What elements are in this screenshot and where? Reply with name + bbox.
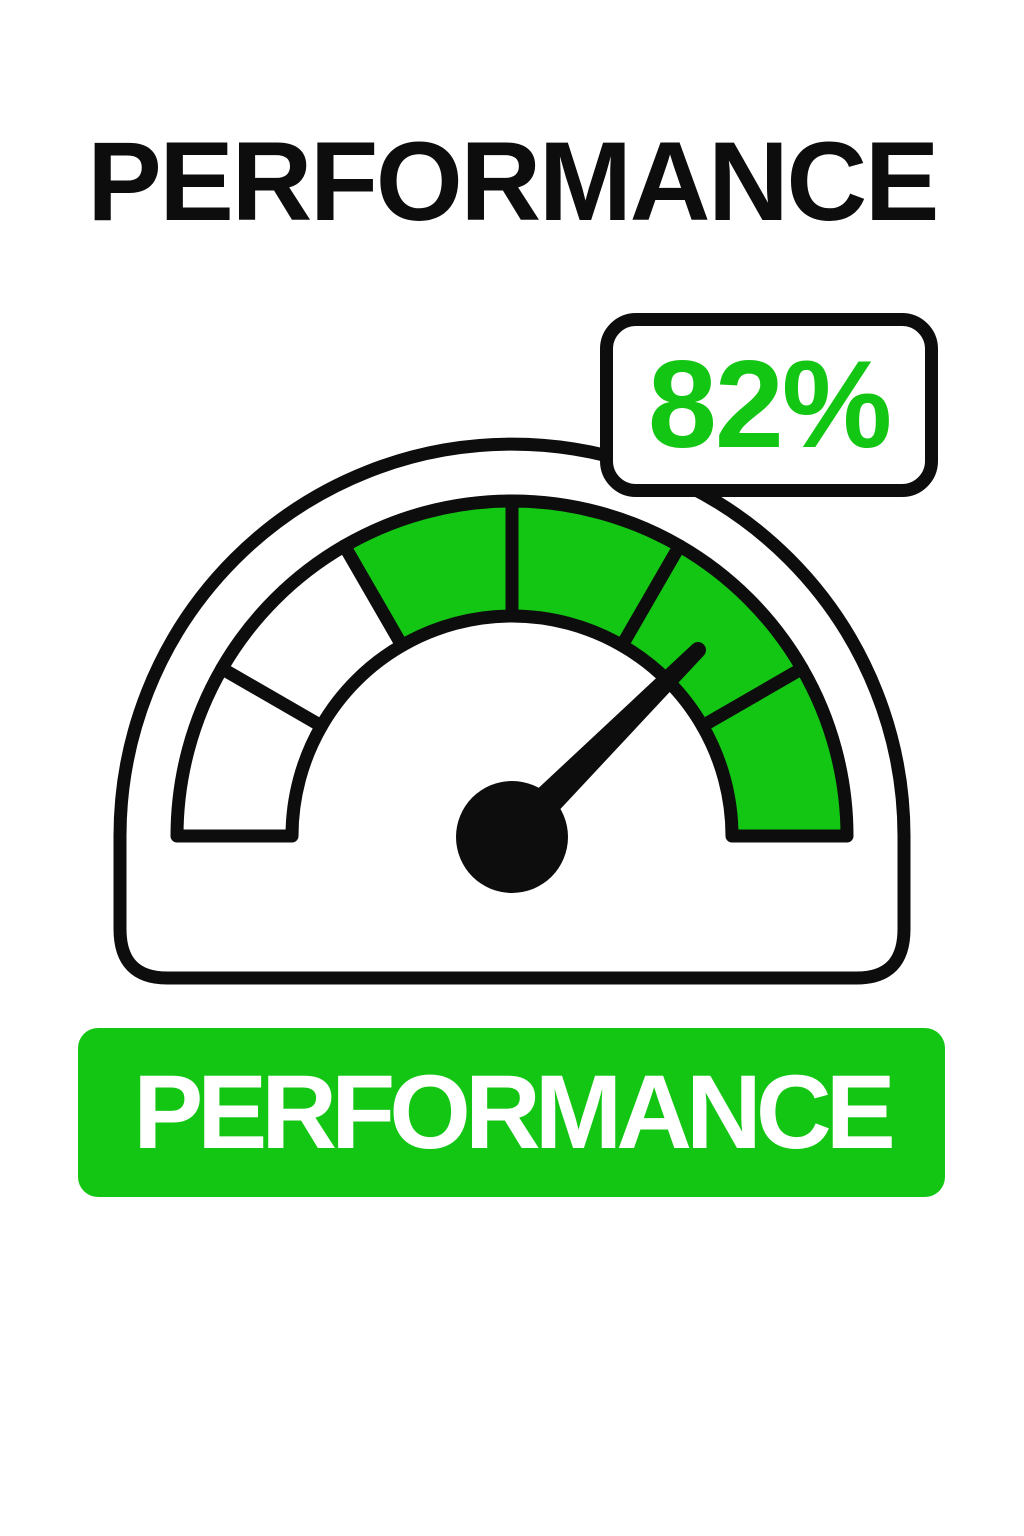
performance-banner-label: PERFORMANCE [133,1053,896,1171]
needle-hub [456,781,568,893]
page-title: PERFORMANCE [87,118,939,244]
gauge-segment-6 [696,662,854,843]
gauge-needle [456,642,706,893]
needle-tip [690,642,706,658]
value-badge: 82% [600,313,938,497]
value-badge-label: 82% [647,336,892,474]
gauge-ring [170,494,854,843]
performance-banner-button[interactable]: PERFORMANCE [78,1028,945,1197]
